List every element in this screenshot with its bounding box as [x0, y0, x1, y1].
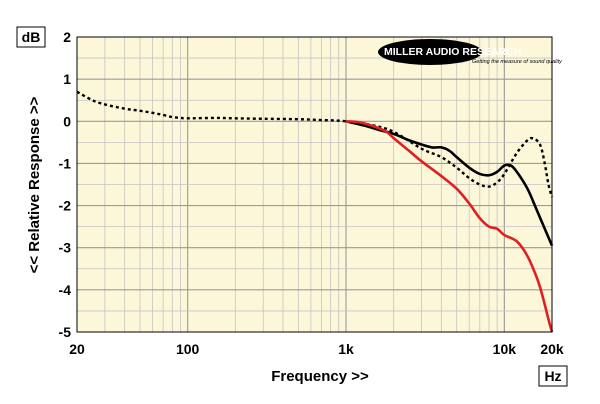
series-red-line: [345, 119, 554, 333]
x-tick-label: 1k: [338, 341, 354, 357]
y-tick-label: -5: [59, 324, 72, 340]
x-unit-box: Hz: [538, 365, 568, 387]
plot-border: [76, 36, 553, 333]
logo: MILLER AUDIO RESEARCH Getting the measur…: [378, 39, 563, 65]
y-unit-box: dB: [16, 26, 46, 48]
x-tick-label: 20: [69, 341, 85, 357]
y-axis-label: << Relative Response >>: [26, 96, 43, 273]
y-tick-label: 0: [63, 113, 71, 129]
x-tick-labels: 20 100 1k 10k 20k: [69, 341, 564, 357]
y-unit-label: dB: [22, 29, 41, 45]
y-tick-label: -3: [59, 240, 72, 256]
series-black-line: [345, 120, 554, 247]
x-tick-label: 100: [176, 341, 200, 357]
y-tick-label: -4: [59, 282, 72, 298]
y-tick-label: -2: [59, 198, 72, 214]
x-tick-label: 20k: [540, 341, 564, 357]
logo-name: MILLER AUDIO RESEARCH: [384, 46, 521, 58]
series-layer: [76, 90, 554, 333]
x-unit-label: Hz: [544, 368, 561, 384]
x-axis-label: Frequency >>: [271, 368, 369, 385]
y-tick-label: 2: [63, 29, 71, 45]
x-tick-label: 10k: [493, 341, 517, 357]
series-dotted-line: [76, 90, 554, 198]
y-tick-label: 1: [63, 71, 71, 87]
y-tick-labels: 2 1 0 -1 -2 -3 -4 -5: [59, 29, 72, 340]
logo-tagline: Getting the measure of sound quality: [472, 59, 563, 65]
logo-badge: [378, 39, 482, 65]
y-tick-label: -1: [59, 155, 72, 171]
